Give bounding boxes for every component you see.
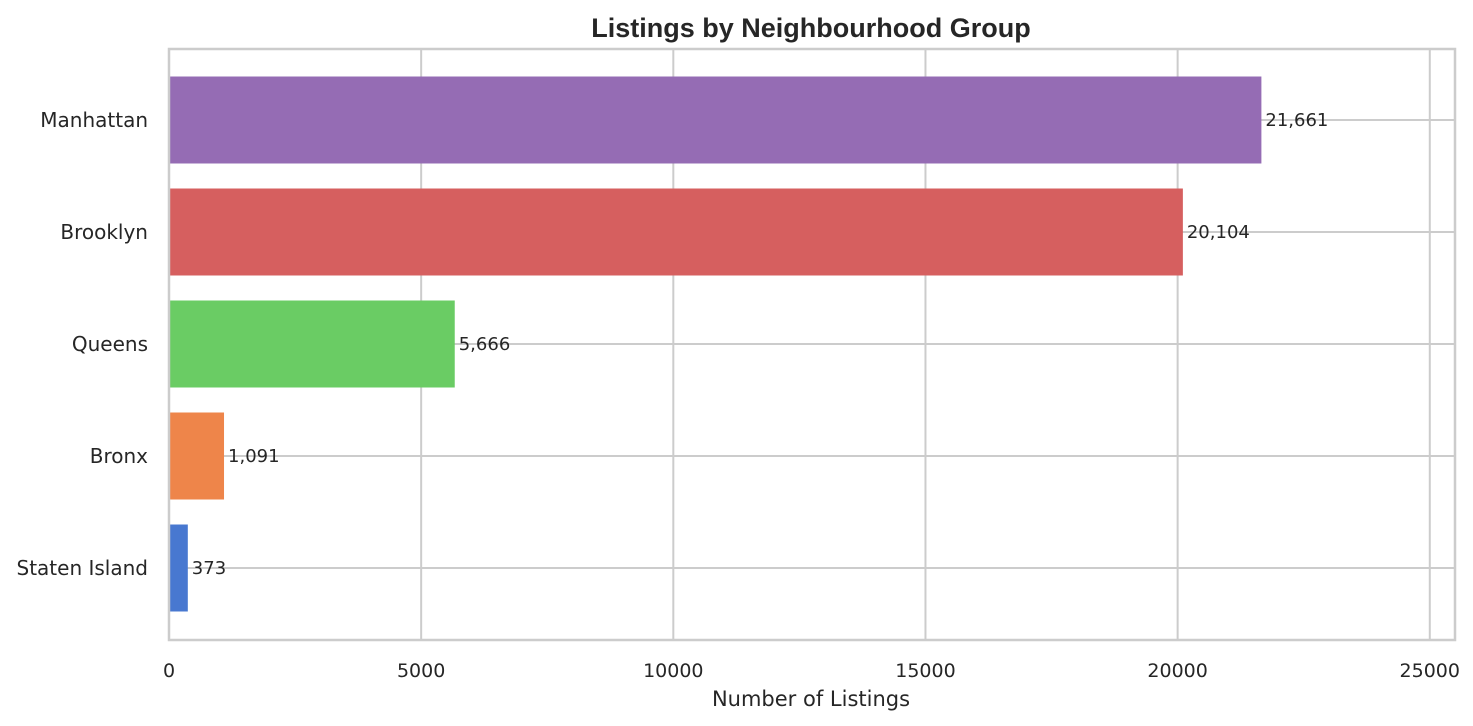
- data-label: 21,661: [1265, 110, 1328, 131]
- data-label: 20,104: [1187, 222, 1250, 243]
- data-label: 1,091: [228, 446, 280, 467]
- bar-manhattan: [169, 76, 1262, 164]
- x-axis-label: Number of Listings: [712, 687, 910, 711]
- plot-frame: [167, 47, 1457, 642]
- x-tick-label: 0: [163, 660, 175, 682]
- x-tick-label: 25000: [1400, 660, 1460, 682]
- bars: [169, 76, 1262, 612]
- x-tick-label: 5000: [397, 660, 445, 682]
- y-tick-label: Manhattan: [40, 108, 148, 132]
- bar-queens: [169, 300, 455, 388]
- x-tick-label: 20000: [1147, 660, 1207, 682]
- bar-staten-island: [169, 524, 188, 612]
- bar-bronx: [169, 412, 225, 500]
- y-tick-label: Queens: [72, 332, 148, 356]
- x-tick-label: 10000: [643, 660, 703, 682]
- data-label: 373: [192, 558, 226, 579]
- chart-title: Listings by Neighbourhood Group: [591, 13, 1030, 43]
- labels: 0 5000 10000 15000 20000 25000 Manhattan 21,661…: [17, 108, 1460, 682]
- y-tick-label: Bronx: [90, 444, 148, 468]
- y-tick-label: Staten Island: [17, 556, 148, 580]
- bar-brooklyn: [169, 188, 1183, 276]
- x-tick-label: 15000: [895, 660, 955, 682]
- y-tick-label: Brooklyn: [60, 220, 148, 244]
- data-label: 5,666: [459, 334, 511, 355]
